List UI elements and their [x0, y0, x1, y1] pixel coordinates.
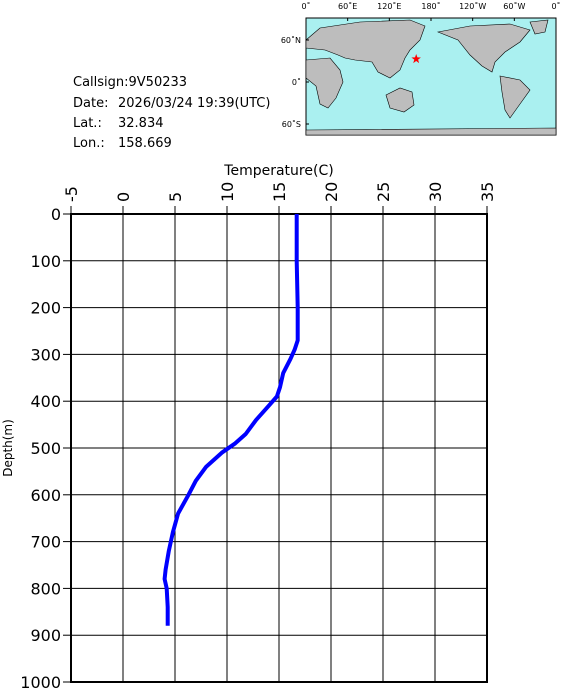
map-lon-label: 60˚E — [338, 1, 357, 11]
date-label: Date: — [73, 96, 108, 111]
location-marker — [411, 54, 421, 64]
y-axis-title: Depth(m) — [1, 419, 15, 477]
y-tick-label: 600 — [30, 486, 61, 505]
greenland — [529, 19, 549, 35]
map-lat-label: 60˚N — [281, 35, 301, 45]
map-lat-label: 0˚ — [292, 77, 301, 87]
north-america — [436, 23, 531, 73]
y-tick-label: 900 — [30, 626, 61, 645]
x-tick-label: 15 — [270, 182, 289, 202]
x-tick-label: 25 — [374, 182, 393, 202]
south-america — [499, 75, 531, 119]
map-lon-label: 0˚ — [301, 1, 310, 11]
x-tick-label: 30 — [426, 182, 445, 202]
y-tick-label: 200 — [30, 299, 61, 318]
map-lon-label: 120˚W — [459, 1, 486, 11]
x-axis-title: Temperature(C) — [223, 163, 333, 179]
lat: 32.834 — [118, 116, 164, 131]
x-tick-label: 35 — [478, 182, 497, 202]
y-tick-label: 0 — [51, 205, 61, 224]
lon-label: Lon.: — [73, 136, 105, 151]
africa — [305, 57, 344, 109]
antarctica — [305, 127, 557, 136]
map-lat-label: 60˚S — [282, 119, 301, 129]
y-tick-label: 1000 — [20, 673, 61, 690]
y-tick-label: 300 — [30, 345, 61, 364]
x-tick-label: 20 — [322, 182, 341, 202]
plot-frame — [70, 213, 488, 683]
y-tick-label: 800 — [30, 579, 61, 598]
eurasia — [305, 19, 426, 79]
y-tick-label: 100 — [30, 252, 61, 271]
australia — [385, 87, 415, 113]
metadata: Callsign:9V50233 Date: 2026/03/24 19:39(… — [73, 75, 270, 151]
x-tick-label: -5 — [62, 186, 81, 202]
y-tick-label: 500 — [30, 439, 61, 458]
y-tick-label: 700 — [30, 533, 61, 552]
x-tick-label: 5 — [166, 192, 185, 202]
map-lon-label: 180˚ — [421, 1, 440, 11]
map-lon-label: 60˚W — [503, 1, 525, 11]
lon: 158.669 — [118, 136, 172, 151]
lat-label: Lat.: — [73, 116, 102, 131]
world-map — [305, 17, 557, 136]
profile-line — [162, 214, 300, 626]
callsign: Callsign:9V50233 — [73, 75, 187, 90]
x-tick-label: 0 — [114, 192, 133, 202]
y-tick-label: 400 — [30, 392, 61, 411]
map-lon-label: 0˚ — [551, 1, 560, 11]
date: 2026/03/24 19:39(UTC) — [118, 96, 270, 111]
x-tick-label: 10 — [218, 182, 237, 202]
map-lon-label: 120˚E — [377, 1, 401, 11]
